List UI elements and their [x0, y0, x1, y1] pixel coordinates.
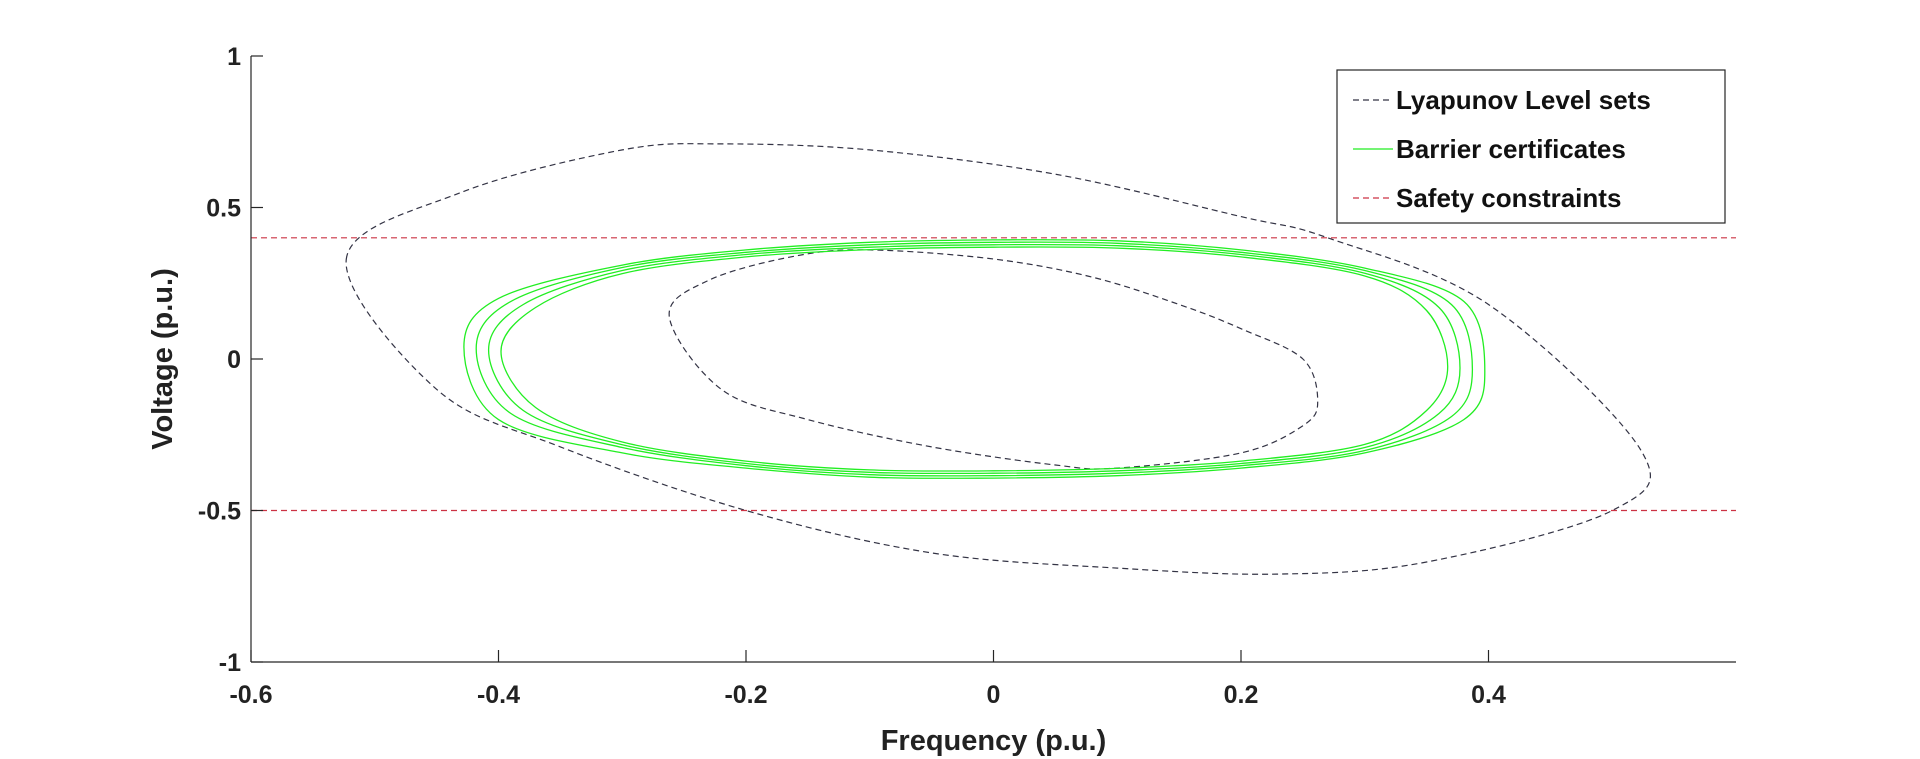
lyapunov-level-set-curve [668, 249, 1319, 470]
axes: -0.6 -0.4 -0.2 0 0.2 0.4 -1 -0.5 0 0.5 1 [198, 43, 1736, 709]
y-ticks: -1 -0.5 0 0.5 1 [198, 43, 263, 677]
lyapunov-level-set-curve [345, 143, 1651, 575]
x-tick-label: -0.2 [724, 681, 767, 709]
y-tick-label: 0.5 [206, 195, 241, 223]
x-tick-label: -0.4 [477, 681, 520, 709]
x-tick-label: 0.2 [1224, 681, 1259, 709]
barrier-certificate-curve [500, 246, 1449, 472]
legend-box [1336, 69, 1726, 224]
barrier-certificate-curve [487, 243, 1461, 475]
y-tick-label: 0 [227, 346, 241, 374]
x-tick-label: 0 [987, 681, 1001, 709]
plot-area [251, 143, 1736, 575]
legend: Lyapunov Level sets Barrier certificates… [1336, 69, 1726, 224]
y-tick-label: 1 [227, 43, 241, 71]
legend-label-barrier: Barrier certificates [1396, 134, 1626, 164]
x-ticks: -0.6 -0.4 -0.2 0 0.2 0.4 [229, 650, 1506, 709]
x-axis-label: Frequency (p.u.) [881, 725, 1107, 757]
y-tick-label: -0.5 [198, 498, 241, 526]
legend-label-safety: Safety constraints [1396, 183, 1621, 213]
barrier-certificate-curve [463, 239, 1486, 479]
x-tick-label: -0.6 [229, 681, 272, 709]
barrier-certificate-curve [475, 241, 1474, 477]
y-axis-label: Voltage (p.u.) [147, 268, 179, 450]
x-tick-label: 0.4 [1471, 681, 1506, 709]
legend-label-lyapunov: Lyapunov Level sets [1396, 85, 1651, 115]
y-tick-label: -1 [219, 649, 241, 677]
